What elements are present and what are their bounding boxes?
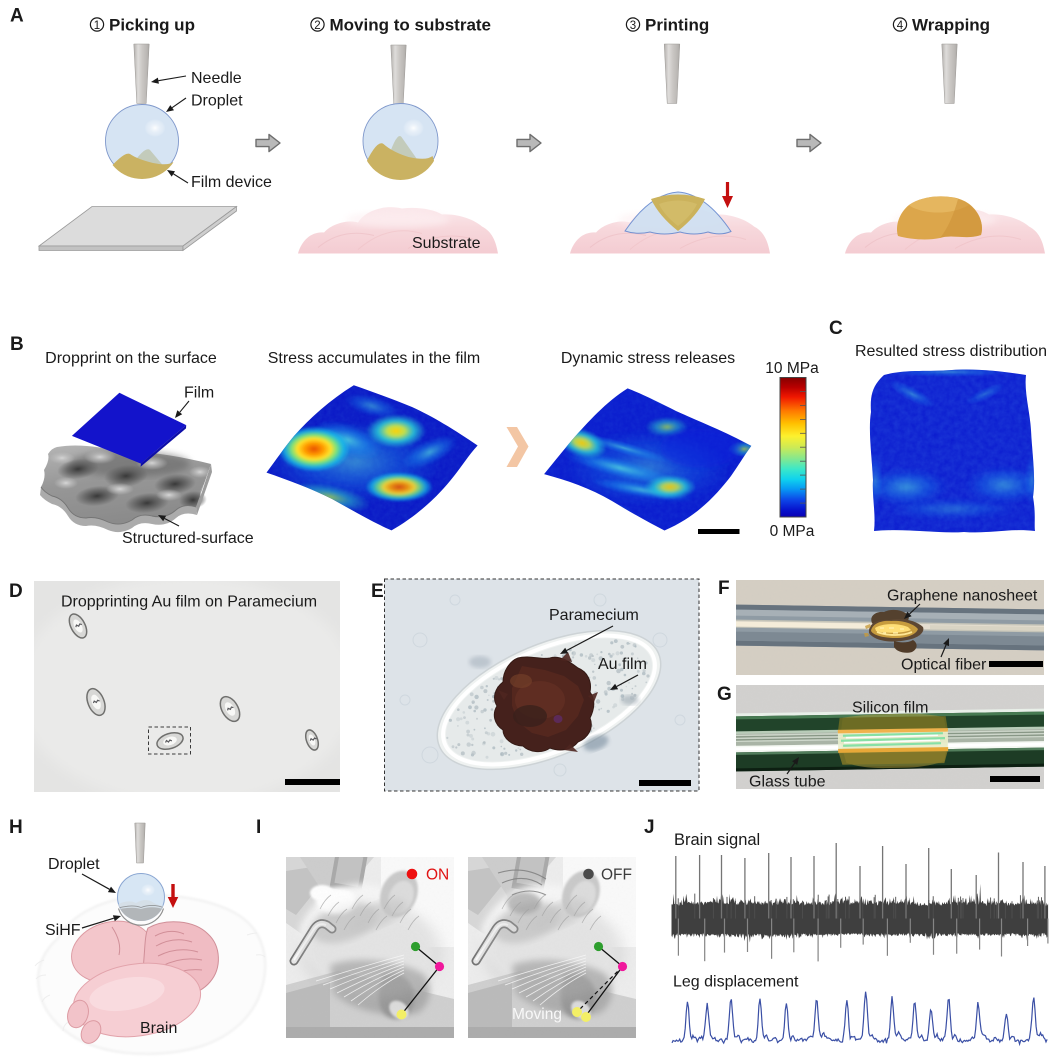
svg-text:Leg displacement: Leg displacement bbox=[673, 974, 799, 991]
svg-text:ON: ON bbox=[426, 867, 449, 884]
svg-text:Dropprint on the surface: Dropprint on the surface bbox=[45, 350, 217, 367]
svg-text:A: A bbox=[10, 6, 24, 27]
svg-text:D: D bbox=[9, 581, 23, 602]
svg-text:Droplet: Droplet bbox=[48, 856, 100, 873]
svg-text:Stress accumulates in the film: Stress accumulates in the film bbox=[268, 350, 481, 367]
svg-text:Brain signal: Brain signal bbox=[674, 831, 760, 849]
svg-text:J: J bbox=[644, 817, 655, 838]
svg-text:Droplet: Droplet bbox=[191, 93, 243, 110]
svg-text:Paramecium: Paramecium bbox=[549, 607, 639, 624]
svg-text:4: 4 bbox=[897, 20, 904, 32]
svg-text:Resulted stress distribution: Resulted stress distribution bbox=[855, 343, 1047, 360]
svg-text:Moving: Moving bbox=[512, 1006, 562, 1023]
svg-text:G: G bbox=[717, 684, 732, 705]
svg-text:Structured-surface: Structured-surface bbox=[122, 530, 254, 547]
svg-text:10 MPa: 10 MPa bbox=[765, 360, 819, 377]
svg-text:1: 1 bbox=[94, 20, 100, 32]
svg-text:Au film: Au film bbox=[598, 656, 647, 673]
svg-text:2: 2 bbox=[314, 20, 320, 32]
svg-text:Dynamic stress releases: Dynamic stress releases bbox=[561, 350, 735, 367]
svg-text:Substrate: Substrate bbox=[412, 235, 481, 252]
svg-text:C: C bbox=[829, 318, 843, 339]
svg-text:Picking up: Picking up bbox=[109, 16, 195, 35]
svg-text:Film device: Film device bbox=[191, 174, 272, 191]
svg-text:Brain: Brain bbox=[140, 1020, 177, 1037]
svg-text:3: 3 bbox=[630, 20, 636, 32]
svg-text:F: F bbox=[718, 578, 730, 599]
svg-text:Dropprinting Au film on Parame: Dropprinting Au film on Paramecium bbox=[61, 594, 317, 611]
svg-text:0 MPa: 0 MPa bbox=[770, 523, 815, 540]
svg-text:B: B bbox=[10, 334, 24, 355]
svg-text:SiHF: SiHF bbox=[45, 922, 81, 939]
svg-text:Moving to substrate: Moving to substrate bbox=[330, 16, 492, 35]
svg-text:Glass tube: Glass tube bbox=[749, 774, 826, 791]
svg-text:Film: Film bbox=[184, 385, 214, 402]
svg-text:Needle: Needle bbox=[191, 70, 242, 87]
svg-text:OFF: OFF bbox=[601, 867, 632, 884]
svg-text:I: I bbox=[256, 817, 261, 838]
svg-text:E: E bbox=[371, 581, 384, 602]
svg-text:Printing: Printing bbox=[645, 16, 709, 35]
svg-text:Wrapping: Wrapping bbox=[912, 16, 990, 35]
svg-text:Optical fiber: Optical fiber bbox=[901, 657, 987, 674]
svg-text:H: H bbox=[9, 817, 23, 838]
svg-text:Silicon film: Silicon film bbox=[852, 700, 928, 717]
svg-text:Graphene nanosheet: Graphene nanosheet bbox=[887, 588, 1038, 605]
